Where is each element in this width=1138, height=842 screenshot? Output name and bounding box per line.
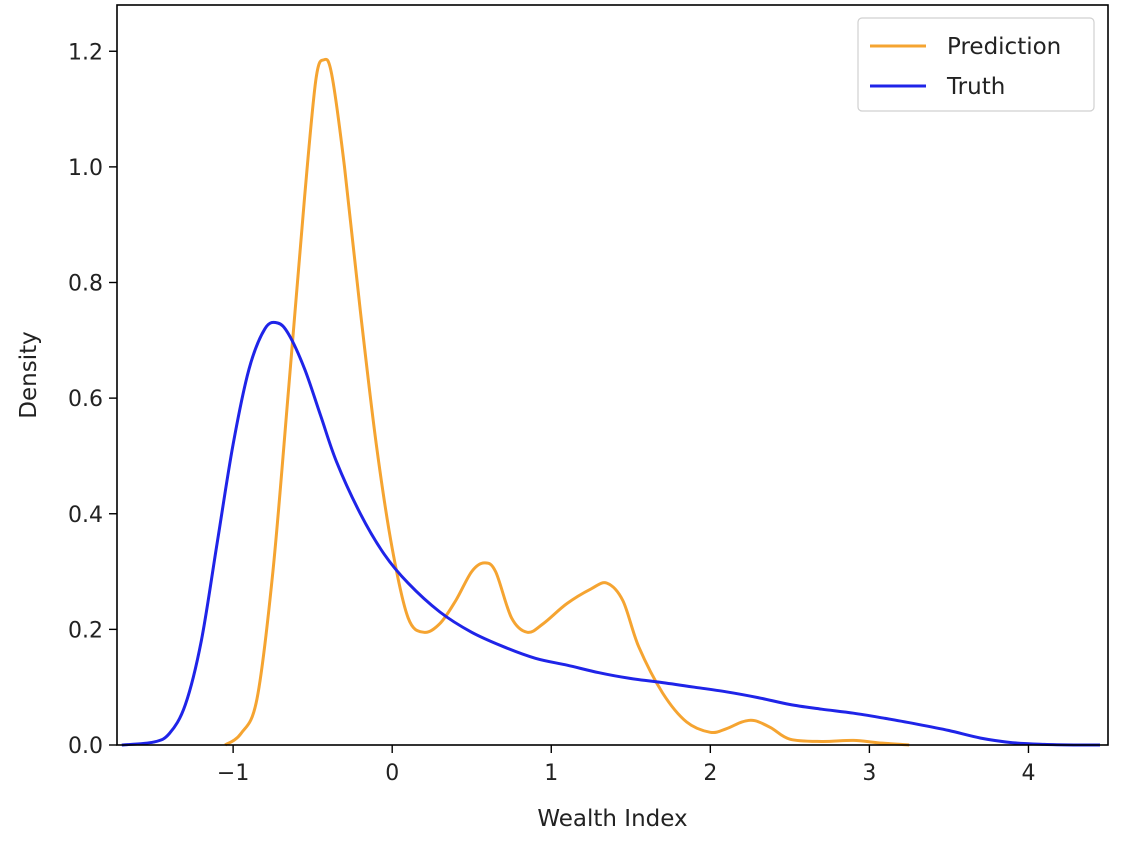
y-tick-label: 0.4 (68, 503, 103, 528)
y-tick-label: 1.2 (68, 40, 103, 65)
x-axis: −1 0 1 2 3 4 (217, 745, 1035, 786)
series-line-truth (121, 320, 1101, 747)
x-tick-label: 2 (703, 761, 717, 786)
x-tick-label: 4 (1021, 761, 1035, 786)
legend: Prediction Truth (857, 17, 1095, 112)
legend-label-prediction: Prediction (947, 34, 1061, 60)
series-line-prediction (224, 57, 910, 747)
x-axis-label: Wealth Index (537, 806, 687, 832)
plot-frame (116, 4, 1109, 746)
y-tick-label: 0.2 (68, 618, 103, 643)
y-tick-label: 0.8 (68, 272, 103, 297)
y-tick-label: 0.6 (68, 387, 103, 412)
plot-area (121, 57, 1101, 747)
x-tick-label: 1 (544, 761, 558, 786)
legend-box (857, 17, 1095, 112)
x-tick-label: 3 (862, 761, 876, 786)
x-tick-label: 0 (385, 761, 399, 786)
legend-label-truth: Truth (946, 74, 1005, 100)
x-tick-label: −1 (217, 761, 249, 786)
y-tick-label: 0.0 (68, 734, 103, 759)
y-axis: 0.0 0.2 0.4 0.6 0.8 1.0 1.2 (68, 40, 117, 759)
y-axis-label: Density (16, 331, 42, 418)
y-tick-label: 1.0 (68, 156, 103, 181)
